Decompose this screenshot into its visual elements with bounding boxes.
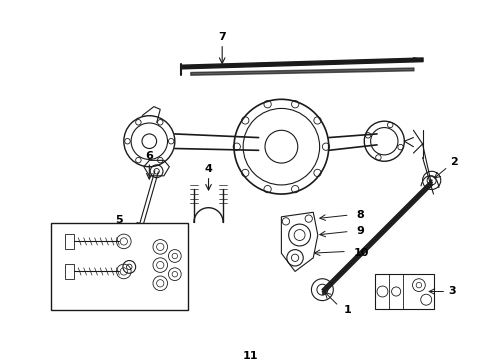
Polygon shape — [125, 235, 140, 285]
Text: 7: 7 — [218, 32, 225, 42]
Polygon shape — [413, 58, 422, 62]
Text: 5: 5 — [115, 215, 123, 225]
Text: 11: 11 — [242, 351, 258, 360]
Text: 2: 2 — [449, 157, 457, 167]
Bar — [51, 223, 187, 310]
Text: 9: 9 — [355, 226, 363, 237]
Text: 1: 1 — [343, 305, 351, 315]
Bar — [64, 264, 74, 279]
Bar — [64, 234, 74, 249]
Polygon shape — [143, 160, 169, 176]
Text: 10: 10 — [353, 248, 368, 258]
Text: 3: 3 — [447, 287, 455, 297]
Bar — [374, 274, 433, 309]
Text: 4: 4 — [204, 165, 212, 175]
Polygon shape — [281, 212, 317, 271]
Text: 8: 8 — [355, 210, 363, 220]
Text: 6: 6 — [145, 151, 153, 161]
